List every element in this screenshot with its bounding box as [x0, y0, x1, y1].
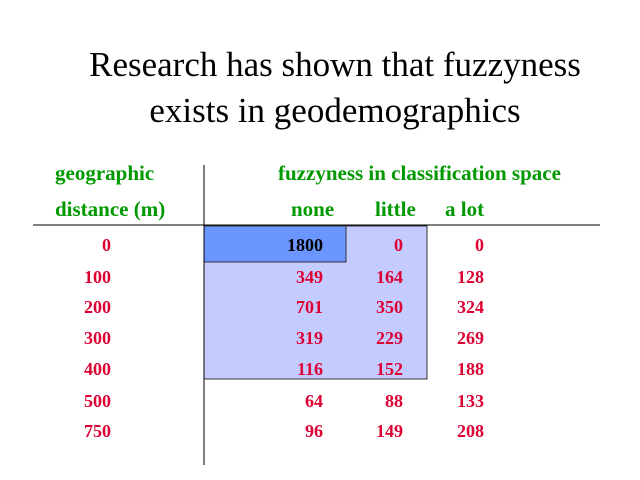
value-cell: 269 — [457, 328, 484, 348]
column-header: little — [375, 197, 416, 221]
distance-cell: 0 — [102, 235, 111, 255]
value-cell: 152 — [376, 359, 403, 379]
title-line: exists in geodemographics — [149, 91, 520, 130]
group-header: fuzzyness in classification space — [278, 161, 561, 185]
row-header: geographic — [55, 161, 154, 185]
highlight-cell — [203, 225, 347, 263]
value-cell: 149 — [376, 421, 403, 441]
column-header: none — [291, 197, 334, 221]
value-cell: 164 — [376, 267, 403, 287]
value-cell: 188 — [457, 359, 484, 379]
value-cell: 64 — [305, 391, 323, 411]
value-cell: 208 — [457, 421, 484, 441]
distance-cell: 300 — [84, 328, 111, 348]
value-cell: 133 — [457, 391, 484, 411]
distance-cell: 200 — [84, 297, 111, 317]
value-cell: 324 — [457, 297, 484, 317]
distance-cell: 750 — [84, 421, 111, 441]
value-cell: 1800 — [287, 235, 323, 255]
value-cell: 116 — [297, 359, 323, 379]
value-cell: 319 — [296, 328, 323, 348]
value-cell: 88 — [385, 391, 403, 411]
value-cell: 701 — [296, 297, 323, 317]
distance-cell: 100 — [84, 267, 111, 287]
value-cell: 96 — [305, 421, 323, 441]
distance-cell: 500 — [84, 391, 111, 411]
value-cell: 128 — [457, 267, 484, 287]
distance-cell: 400 — [84, 359, 111, 379]
row-header: distance (m) — [55, 197, 165, 221]
column-header: a lot — [445, 197, 484, 221]
value-cell: 229 — [376, 328, 403, 348]
value-cell: 349 — [296, 267, 323, 287]
value-cell: 350 — [376, 297, 403, 317]
value-cell: 0 — [394, 235, 403, 255]
value-cell: 0 — [475, 235, 484, 255]
title-line: Research has shown that fuzzyness — [89, 45, 581, 84]
table-body: 0 1800 0 0 100 349 164 128 200 701 350 324 300 319 229… — [84, 235, 484, 441]
